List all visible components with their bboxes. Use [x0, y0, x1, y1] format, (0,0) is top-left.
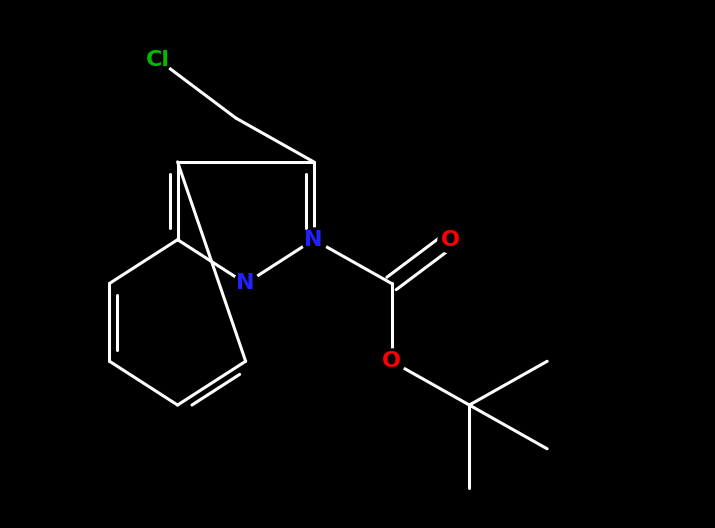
- Text: O: O: [382, 351, 401, 371]
- Text: Cl: Cl: [146, 50, 170, 70]
- Text: O: O: [440, 230, 460, 250]
- Text: N: N: [237, 274, 255, 294]
- Text: N: N: [305, 230, 323, 250]
